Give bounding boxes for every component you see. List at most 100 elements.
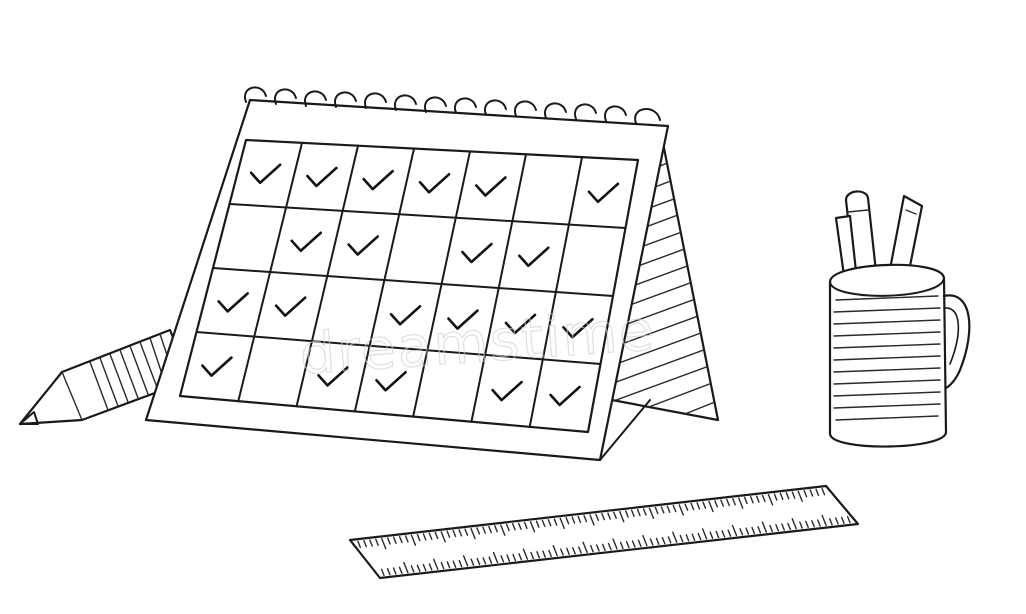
ruler-tick	[462, 555, 469, 567]
ruler-tick	[755, 495, 760, 503]
ruler-tick	[607, 512, 611, 520]
calendar-checkmark-icon	[418, 173, 451, 194]
ruler-tick	[601, 512, 605, 521]
ruler-tick	[380, 568, 385, 577]
ruler-tick	[434, 531, 439, 540]
ruler-tick	[357, 540, 362, 549]
ruler-tick	[535, 520, 540, 528]
ruler-tick	[375, 538, 379, 546]
ruler-tick	[785, 492, 790, 500]
ruler-tick	[428, 532, 433, 540]
ruler-tick	[582, 541, 588, 554]
calendar-checkmark-icon	[317, 366, 349, 387]
ruler-tick	[500, 524, 506, 536]
ruler-tick	[631, 540, 636, 548]
ruler-tick	[701, 528, 708, 540]
ruler-tick	[398, 566, 403, 574]
ruler-tick	[791, 518, 797, 530]
ruler-tick	[767, 494, 774, 506]
ruler-tick	[506, 523, 510, 532]
ruler-tick	[797, 490, 803, 503]
ruler-tick	[381, 537, 387, 550]
ruler-tick	[619, 510, 625, 523]
ruler-tick	[416, 533, 421, 542]
ruler-tick	[761, 521, 768, 533]
ruler-tick	[482, 526, 486, 534]
ruler-tick	[840, 516, 845, 525]
ruler-tick	[506, 554, 511, 562]
ruler-tick	[363, 539, 367, 548]
ruler-tick	[386, 567, 391, 576]
ruler-tick	[697, 532, 702, 541]
ruler-tick	[583, 514, 588, 523]
ruler-tick	[433, 558, 439, 570]
ruler-tick	[410, 534, 417, 546]
calendar-checkmark-icon	[290, 231, 323, 253]
ruler-tick	[745, 527, 750, 535]
ruler-tick	[739, 528, 744, 536]
ruler-tick	[392, 567, 397, 575]
ruler-tick	[625, 540, 630, 549]
ruler-tick	[530, 551, 535, 560]
calendar-checkmark-icon	[375, 371, 407, 392]
ruler-tick	[751, 526, 756, 535]
ruler-tick	[691, 533, 696, 541]
ruler-tick	[744, 496, 748, 505]
calendar-checkmark-icon	[475, 176, 507, 197]
ruler-tick	[422, 533, 427, 541]
ruler-tick	[601, 543, 606, 552]
pen-cup	[828, 190, 971, 448]
ruler-tick	[625, 510, 629, 518]
calendar-checkmark-icon	[347, 235, 379, 256]
ruler-tick	[679, 534, 684, 543]
ruler-tick	[721, 530, 726, 538]
calendar-checkmarks	[201, 163, 620, 407]
calendar-checkmark-icon	[447, 309, 479, 330]
ruler-tick	[791, 491, 796, 499]
ruler-tick	[757, 526, 762, 534]
ruler-tick	[404, 535, 409, 543]
calendar-grid-row-line	[228, 203, 627, 229]
calendar-checkmark-icon	[562, 317, 594, 339]
ruler-tick	[560, 548, 564, 556]
ruler-tick	[446, 561, 451, 569]
ruler-tick	[779, 492, 784, 501]
ruler-tick	[612, 538, 618, 550]
ruler-tick	[589, 514, 595, 526]
ruler-tick	[660, 506, 665, 514]
ruler-tick	[522, 548, 529, 560]
ruler-tick	[518, 553, 523, 561]
ruler-tick	[731, 524, 738, 537]
ruler-tick	[488, 525, 492, 534]
ruler-tick	[476, 527, 481, 535]
ruler-tick	[578, 546, 582, 554]
ruler-tick	[440, 531, 446, 543]
ruler-tick	[834, 517, 839, 525]
ruler-tick	[715, 530, 720, 539]
ruler-tick	[607, 542, 612, 551]
ruler-tick	[548, 549, 552, 558]
ruler-tick	[636, 508, 641, 517]
ruler-tick	[732, 498, 736, 506]
ruler-tick	[566, 547, 570, 556]
ruler-tick	[541, 519, 546, 528]
ruler-tick	[577, 515, 582, 524]
ruler-tick	[672, 504, 677, 513]
ruler-tick	[572, 547, 576, 555]
calendar-checkmark-icon	[491, 380, 523, 402]
ruler-tick	[387, 537, 391, 545]
ruler-tick	[821, 514, 827, 527]
ruler-tick	[553, 518, 558, 526]
ruler-tick	[769, 524, 774, 533]
calendar	[144, 86, 670, 462]
ruler-tick	[815, 488, 820, 497]
calendar-checkmark-icon	[504, 313, 537, 335]
ruler-tick	[476, 557, 481, 566]
calendar-checkmark-icon	[549, 385, 581, 407]
ruler-tick	[811, 520, 815, 528]
calendar-checkmark-icon	[587, 182, 620, 204]
calendar-spiral	[243, 86, 661, 124]
ruler-tick	[392, 536, 397, 544]
calendar-checkmark-icon	[274, 296, 307, 317]
ruler-tick	[696, 502, 701, 510]
